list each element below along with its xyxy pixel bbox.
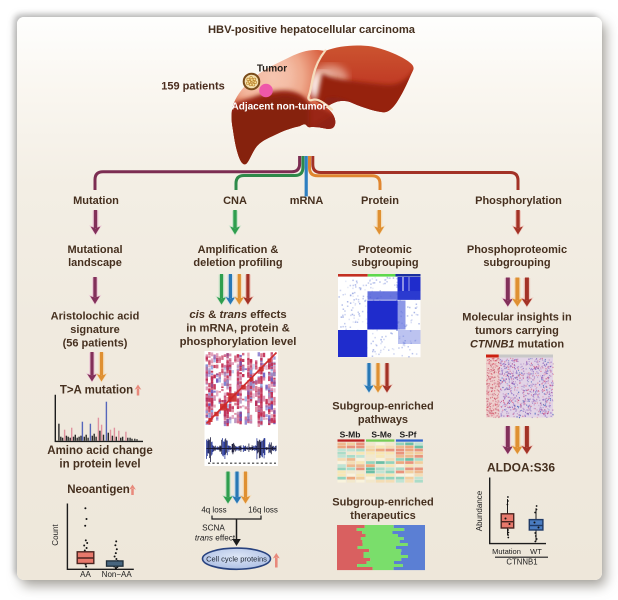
svg-text:ALDOA:S36: ALDOA:S36 [487, 461, 555, 475]
svg-text:Amplification &: Amplification & [198, 244, 279, 256]
svg-text:Subgroup-enriched: Subgroup-enriched [332, 401, 433, 413]
svg-text:(56 patients): (56 patients) [63, 338, 128, 350]
svg-text:Non−AA: Non−AA [102, 570, 133, 579]
svg-text:trans effect: trans effect [195, 534, 236, 543]
svg-text:Amino acid change: Amino acid change [47, 445, 152, 457]
svg-text:therapeutics: therapeutics [350, 510, 415, 522]
svg-text:Cell cycle proteins: Cell cycle proteins [206, 555, 267, 564]
svg-text:Aristolochic acid: Aristolochic acid [51, 311, 140, 323]
svg-text:Neoantigen: Neoantigen [67, 484, 130, 496]
svg-text:HBV-positive hepatocellular ca: HBV-positive hepatocellular carcinoma [208, 24, 416, 36]
svg-text:CNA: CNA [223, 195, 247, 207]
svg-text:Protein: Protein [361, 195, 399, 207]
svg-text:Tumor: Tumor [257, 64, 287, 75]
svg-text:phosphorylation level: phosphorylation level [180, 336, 297, 348]
svg-text:CTNNB1: CTNNB1 [506, 558, 537, 567]
svg-text:subgrouping: subgrouping [483, 257, 550, 269]
svg-text:AA: AA [80, 570, 91, 579]
svg-text:CTNNB1 mutation: CTNNB1 mutation [470, 339, 564, 351]
svg-text:cis & trans effects: cis & trans effects [189, 309, 286, 321]
svg-text:4q loss: 4q loss [201, 506, 226, 515]
svg-text:Molecular insights in: Molecular insights in [462, 312, 572, 324]
svg-text:deletion profiling: deletion profiling [193, 257, 282, 269]
svg-text:T>A mutation: T>A mutation [60, 385, 133, 397]
svg-text:mRNA: mRNA [290, 195, 324, 207]
svg-text:S-Mb: S-Mb [340, 430, 361, 440]
svg-text:pathways: pathways [358, 414, 408, 426]
svg-text:Count: Count [51, 524, 60, 546]
svg-text:Mutation: Mutation [73, 195, 119, 207]
svg-text:signature: signature [70, 324, 120, 336]
svg-text:in mRNA, protein &: in mRNA, protein & [186, 323, 290, 335]
svg-text:WT: WT [530, 547, 542, 556]
svg-text:S-Pf: S-Pf [400, 430, 417, 440]
svg-text:landscape: landscape [68, 257, 122, 269]
svg-text:Phosphoproteomic: Phosphoproteomic [467, 244, 567, 256]
svg-text:S-Me: S-Me [371, 430, 392, 440]
svg-text:subgrouping: subgrouping [351, 257, 418, 269]
svg-text:in protein level: in protein level [59, 459, 140, 471]
svg-text:Proteomic: Proteomic [358, 244, 412, 256]
svg-text:159 patients: 159 patients [161, 81, 225, 93]
svg-text:Adjacent non-tumor: Adjacent non-tumor [232, 102, 327, 113]
svg-text:Subgroup-enriched: Subgroup-enriched [332, 497, 433, 509]
svg-text:16q loss: 16q loss [248, 506, 278, 515]
svg-text:Abundance: Abundance [475, 490, 484, 531]
svg-text:SCNA: SCNA [202, 524, 225, 533]
svg-text:Mutation: Mutation [492, 547, 521, 556]
svg-text:Mutational: Mutational [68, 244, 123, 256]
svg-text:tumors carrying: tumors carrying [475, 325, 559, 337]
svg-text:Phosphorylation: Phosphorylation [475, 195, 562, 207]
